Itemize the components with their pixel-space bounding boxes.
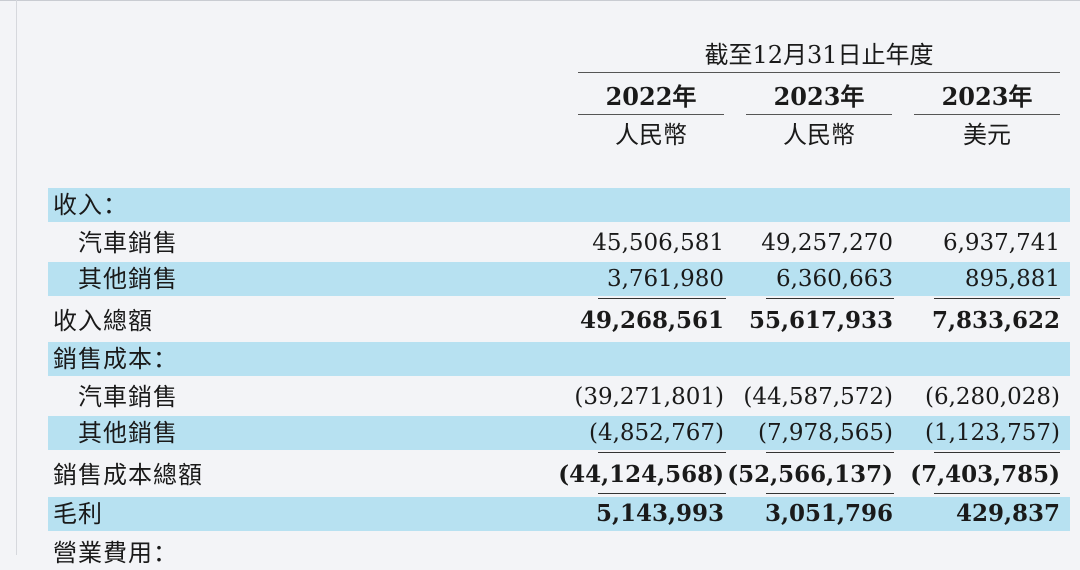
subtotal-rule <box>598 452 726 453</box>
value-2022-rmb: (44,124,568) <box>558 461 724 488</box>
value-2022-rmb: (4,852,767) <box>588 420 724 446</box>
subtotal-rule <box>934 493 1060 494</box>
value-2023-usd: (1,123,757) <box>924 420 1060 446</box>
subtotal-rule <box>598 298 726 299</box>
value-2023-rmb: (44,587,572) <box>743 384 893 410</box>
table-row-gross-profit: 毛利 5,143,993 3,051,796 429,837 <box>48 497 1070 531</box>
row-label: 收入總額 <box>53 307 153 335</box>
value-2023-usd: 429,837 <box>955 500 1060 527</box>
top-border <box>0 0 1080 1</box>
column-currency-1: 人民幣 <box>615 121 687 149</box>
row-label: 汽車銷售 <box>78 383 178 411</box>
table-row-cost-total: 銷售成本總額 (44,124,568) (52,566,137) (7,403,… <box>48 458 1070 492</box>
row-label: 營業費用： <box>53 539 178 567</box>
column-year-1: 2022年 <box>578 80 724 115</box>
value-2023-rmb: (7,978,565) <box>757 420 893 446</box>
column-currency-2: 人民幣 <box>783 121 855 149</box>
table-row-cost-other: 其他銷售 (4,852,767) (7,978,565) (1,123,757) <box>48 416 1070 450</box>
value-2022-rmb: (39,271,801) <box>574 384 724 410</box>
subtotal-rule <box>766 452 894 453</box>
table-row-cost-vehicle: 汽車銷售 (39,271,801) (44,587,572) (6,280,02… <box>48 380 1070 414</box>
value-2022-rmb: 45,506,581 <box>592 230 724 256</box>
subtotal-rule <box>934 452 1060 453</box>
subtotal-rule <box>766 493 894 494</box>
table-row-revenue-other: 其他銷售 3,761,980 6,360,663 895,881 <box>48 262 1070 296</box>
value-2023-rmb: 6,360,663 <box>775 266 893 292</box>
subtotal-rule <box>934 298 1060 299</box>
table-row-revenue-header: 收入： <box>48 188 1070 222</box>
value-2022-rmb: 3,761,980 <box>606 266 724 292</box>
column-year-2: 2023年 <box>746 80 892 115</box>
value-2023-rmb: 3,051,796 <box>764 500 893 527</box>
row-label: 毛利 <box>53 500 103 528</box>
row-label: 收入： <box>53 191 128 219</box>
value-2023-usd: (6,280,028) <box>924 384 1060 410</box>
value-2023-usd: 7,833,622 <box>931 307 1060 334</box>
subtotal-rule <box>766 298 894 299</box>
row-label: 汽車銷售 <box>78 229 178 257</box>
row-label: 其他銷售 <box>78 265 178 293</box>
value-2023-rmb: 55,617,933 <box>748 307 893 334</box>
value-2023-rmb: 49,257,270 <box>761 230 893 256</box>
column-currency-3: 美元 <box>963 121 1011 149</box>
subtotal-rule <box>598 493 726 494</box>
value-2022-rmb: 5,143,993 <box>595 500 724 527</box>
value-2023-usd: (7,403,785) <box>910 461 1060 488</box>
table-row-revenue-vehicle: 汽車銷售 45,506,581 49,257,270 6,937,741 <box>48 226 1070 260</box>
table-row-cost-header: 銷售成本： <box>48 342 1070 376</box>
period-header: 截至12月31日止年度 <box>578 38 1060 73</box>
left-border <box>16 0 17 555</box>
value-2023-rmb: (52,566,137) <box>727 461 893 488</box>
value-2023-usd: 6,937,741 <box>942 230 1060 256</box>
row-label: 銷售成本總額 <box>53 461 203 489</box>
row-label: 銷售成本： <box>53 345 178 373</box>
column-year-3: 2023年 <box>914 80 1060 115</box>
table-row-revenue-total: 收入總額 49,268,561 55,617,933 7,833,622 <box>48 304 1070 338</box>
table-row-operating-expenses-header: 營業費用： <box>48 536 1070 570</box>
row-label: 其他銷售 <box>78 419 178 447</box>
value-2023-usd: 895,881 <box>964 266 1060 292</box>
value-2022-rmb: 49,268,561 <box>579 307 724 334</box>
